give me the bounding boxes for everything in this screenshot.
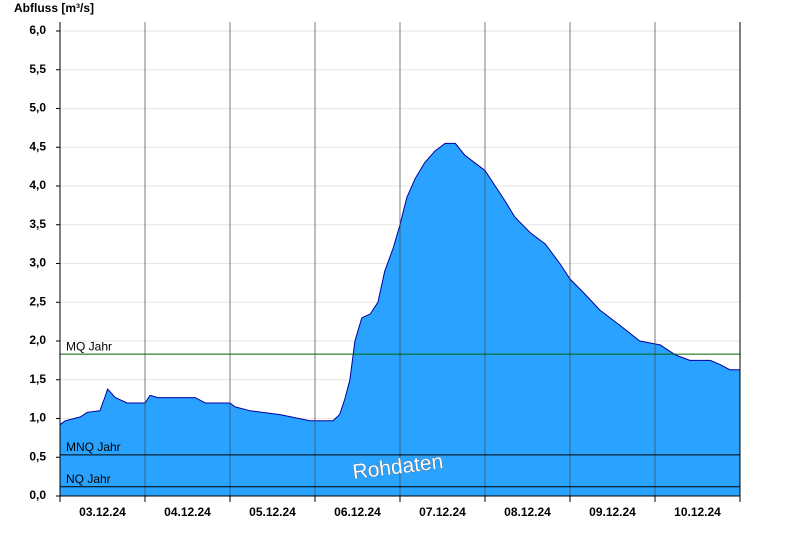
x-tick-label: 06.12.24 [334, 505, 381, 519]
y-tick-label: 0,5 [29, 449, 46, 463]
y-tick-label: 4,0 [29, 178, 46, 192]
y-tick-label: 0,0 [29, 488, 46, 502]
y-tick-label: 2,5 [29, 294, 46, 308]
x-tick-label: 07.12.24 [419, 505, 466, 519]
reference-label: MNQ Jahr [66, 440, 121, 454]
annotation: Rohdaten [351, 450, 444, 484]
y-tick-label: 4,5 [29, 139, 46, 153]
reference-label: MQ Jahr [66, 339, 112, 353]
x-tick-label: 03.12.24 [79, 505, 126, 519]
x-tick-label: 10.12.24 [674, 505, 721, 519]
area-line [59, 142, 740, 426]
y-tick-label: 6,0 [29, 23, 46, 37]
y-tick-label: 1,5 [29, 372, 46, 386]
y-tick-label: 1,0 [29, 411, 46, 425]
x-tick-label: 09.12.24 [589, 505, 636, 519]
y-tick-label: 3,5 [29, 217, 46, 231]
x-tick-label: 08.12.24 [504, 505, 551, 519]
y-axis-title: Abfluss [m³/s] [14, 1, 94, 15]
y-tick-label: 5,0 [29, 101, 46, 115]
y-tick-label: 2,0 [29, 333, 46, 347]
x-tick-label: 04.12.24 [164, 505, 211, 519]
y-tick-label: 5,5 [29, 62, 46, 76]
y-tick-label: 3,0 [29, 256, 46, 270]
reference-label: NQ Jahr [66, 472, 111, 486]
x-tick-label: 05.12.24 [249, 505, 296, 519]
